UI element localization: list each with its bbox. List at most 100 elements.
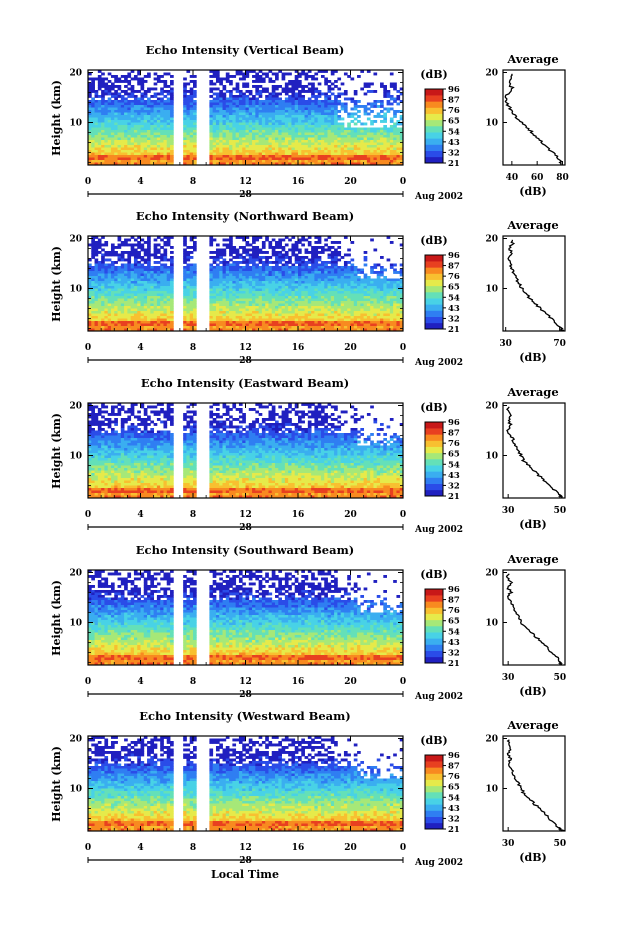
heatmap-cell: [156, 303, 161, 307]
heatmap-cell: [219, 125, 223, 128]
heatmap-cell: [170, 258, 174, 262]
heatmap-cell: [186, 318, 191, 322]
heatmap-cell: [117, 283, 122, 287]
heatmap-cell: [334, 125, 338, 128]
heatmap-cell: [88, 243, 92, 247]
heatmap-cell: [393, 160, 397, 163]
heatmap-cell: [353, 142, 358, 146]
heatmap-cell: [225, 160, 230, 163]
heatmap-cell: [209, 80, 214, 83]
heatmap-cell: [170, 281, 174, 284]
heatmap-cell: [189, 157, 194, 161]
heatmap-cell: [383, 85, 387, 88]
heatmap-cell: [347, 140, 351, 143]
heatmap-cell: [261, 246, 266, 249]
heatmap-cell: [212, 286, 217, 289]
heatmap-cell: [193, 110, 197, 113]
heatmap-cell: [232, 160, 237, 163]
heatmap-cell: [222, 266, 227, 269]
heatmap-cell: [193, 308, 197, 312]
heatmap-cell: [140, 152, 145, 156]
heatmap-cell: [317, 303, 322, 307]
heatmap-cell: [133, 127, 138, 131]
heatmap-cell: [268, 243, 273, 247]
heatmap-cell: [311, 120, 315, 123]
heatmap-cell: [107, 286, 112, 289]
heatmap-cell: [88, 328, 92, 332]
heatmap-cell: [229, 97, 233, 101]
heatmap-cell: [137, 105, 141, 108]
heatmap-cell: [235, 130, 240, 133]
heatmap-cell: [271, 323, 276, 327]
heatmap-cell: [193, 268, 197, 272]
heatmap-cell: [212, 162, 217, 166]
heatmap-cell: [94, 323, 99, 327]
heatmap-cell: [101, 301, 105, 304]
heatmap-cell: [268, 318, 273, 322]
heatmap-cell: [245, 145, 250, 148]
heatmap-cell: [170, 87, 174, 91]
heatmap-cell: [229, 253, 233, 257]
heatmap-cell: [170, 110, 174, 113]
heatmap-cell: [278, 276, 282, 279]
heatmap-cell: [275, 107, 279, 111]
heatmap-cell: [114, 140, 118, 143]
heatmap-cell: [94, 92, 99, 96]
heatmap-cell: [193, 313, 197, 317]
heatmap-cell: [245, 122, 250, 126]
heatmap-cell: [245, 110, 250, 113]
heatmap-cell: [156, 298, 161, 302]
heatmap-cell: [396, 140, 401, 143]
heatmap-cell: [183, 303, 187, 307]
heatmap-cell: [294, 311, 299, 314]
heatmap-cell: [127, 112, 132, 116]
heatmap-cell: [317, 100, 322, 103]
heatmap-cell: [347, 125, 351, 128]
heatmap-cell: [235, 117, 240, 121]
heatmap-cell: [88, 127, 92, 131]
heatmap-cell: [327, 110, 332, 113]
heatmap-cell: [186, 110, 191, 113]
heatmap-cell: [252, 258, 256, 262]
heatmap-cell: [396, 95, 401, 98]
heatmap-cell: [317, 125, 322, 128]
heatmap-cell: [160, 266, 164, 269]
heatmap-cell: [301, 147, 305, 151]
heatmap-cell: [304, 105, 309, 108]
heatmap-cell: [186, 306, 191, 309]
heatmap-cell: [143, 105, 148, 108]
heatmap-cell: [271, 80, 276, 83]
heatmap-cell: [275, 132, 279, 136]
heatmap-cell: [245, 135, 250, 138]
heatmap-cell: [298, 281, 302, 284]
heatmap-cell: [88, 125, 92, 128]
heatmap-cell: [219, 80, 223, 83]
heatmap-cell: [189, 97, 194, 101]
heatmap-cell: [212, 321, 217, 324]
heatmap-cell: [268, 308, 273, 312]
heatmap-cell: [133, 291, 138, 294]
heatmap-cell: [143, 278, 148, 282]
heatmap-cell: [193, 152, 197, 156]
heatmap-cell: [156, 308, 161, 312]
heatmap-cell: [101, 266, 105, 269]
heatmap-cell: [97, 145, 102, 148]
heatmap-cell: [265, 278, 269, 282]
heatmap-cell: [209, 323, 214, 327]
heatmap-cell: [311, 303, 315, 307]
heatmap-cell: [245, 283, 250, 287]
heatmap-cell: [258, 271, 263, 274]
heatmap-cell: [140, 85, 145, 88]
heatmap-cell: [366, 130, 371, 133]
heatmap-cell: [91, 246, 95, 249]
heatmap-cell: [117, 107, 122, 111]
heatmap-cell: [124, 238, 128, 242]
heatmap-cell: [91, 160, 95, 163]
heatmap-cell: [261, 87, 266, 91]
heatmap-cell: [222, 281, 227, 284]
heatmap-cell: [88, 157, 92, 161]
heatmap-cell: [127, 243, 132, 247]
heatmap-cell: [255, 238, 260, 242]
heatmap-cell: [366, 155, 371, 158]
heatmap-cell: [284, 261, 289, 264]
